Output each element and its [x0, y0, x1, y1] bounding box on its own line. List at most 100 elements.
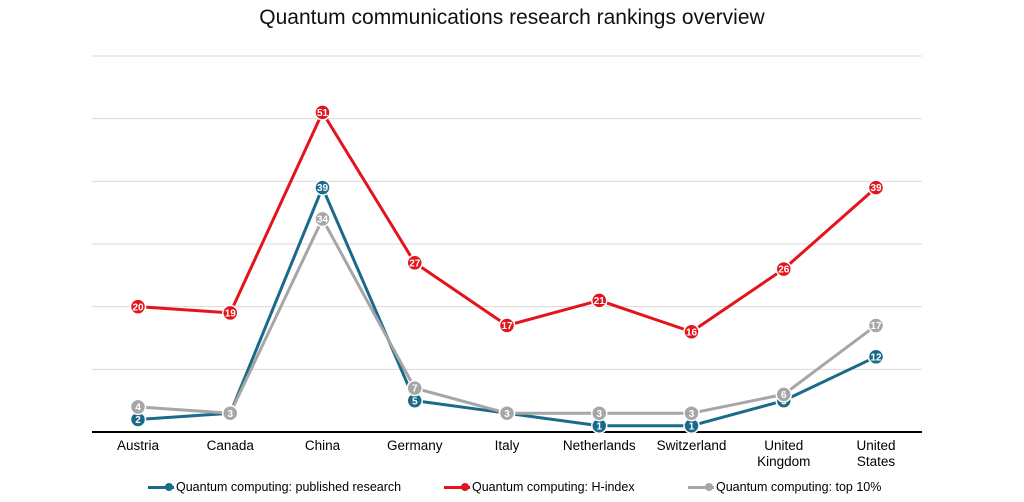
- data-label: 12: [870, 352, 882, 363]
- data-label: 34: [317, 215, 329, 226]
- line-chart: Austria Canada China Germany Italy Netherland…: [92, 55, 922, 469]
- data-point[interactable]: 3: [683, 404, 700, 422]
- legend-swatch-top-10: [688, 482, 714, 492]
- x-tick-label-line: States: [857, 454, 896, 469]
- x-tick-label: Italy: [495, 438, 520, 453]
- x-tick-label: Canada: [207, 438, 255, 453]
- data-label: 39: [317, 183, 329, 194]
- data-label: 27: [409, 258, 421, 269]
- data-label: 3: [689, 409, 695, 420]
- data-point-marker: [683, 323, 700, 340]
- data-point-marker: [775, 386, 792, 403]
- legend-label-published-research: Quantum computing: published research: [176, 480, 402, 494]
- x-tick-label-line: Italy: [495, 438, 520, 453]
- data-point[interactable]: 17: [498, 317, 516, 334]
- data-point[interactable]: 4: [129, 398, 147, 416]
- legend-swatch-dot: [705, 483, 713, 491]
- data-label: 19: [225, 309, 237, 320]
- legend-item-top-10[interactable]: Quantum computing: top 10%: [688, 480, 881, 494]
- data-label: 51: [317, 108, 329, 119]
- data-label: 1: [596, 421, 602, 432]
- data-label: 17: [501, 321, 513, 332]
- x-tick-label-line: Germany: [387, 438, 443, 453]
- data-point-marker: [129, 398, 147, 416]
- data-label: 26: [778, 265, 790, 276]
- data-point[interactable]: 5: [406, 392, 423, 409]
- data-point-marker: [498, 317, 516, 334]
- data-label: 4: [135, 403, 141, 414]
- data-point[interactable]: 3: [222, 404, 239, 422]
- x-tick-label-line: Austria: [117, 438, 160, 453]
- data-point[interactable]: 19: [222, 304, 239, 322]
- data-point[interactable]: 3: [591, 404, 608, 422]
- data-point[interactable]: 21: [591, 292, 608, 309]
- data-point-marker: [683, 404, 700, 422]
- data-label: 6: [781, 390, 787, 401]
- x-tick-label-line: Canada: [207, 438, 255, 453]
- legend-swatch-dot: [461, 483, 469, 491]
- legend-swatch-line: [444, 486, 470, 489]
- x-tick-label-line: United: [856, 438, 895, 453]
- data-point[interactable]: 20: [129, 298, 147, 315]
- data-point[interactable]: 7: [406, 379, 423, 397]
- data-label: 21: [594, 296, 606, 307]
- x-tick-label: Germany: [387, 438, 443, 453]
- data-points: 2339531151220195127172116263943347333617: [129, 104, 885, 434]
- x-tick-label: Austria: [117, 438, 160, 453]
- chart-title: Quantum communications research rankings…: [259, 6, 765, 29]
- data-label: 39: [870, 183, 882, 194]
- series-line-1: [137, 110, 877, 334]
- data-point[interactable]: 26: [775, 260, 792, 278]
- data-point-marker: [314, 104, 331, 121]
- data-point-marker: [867, 179, 885, 196]
- data-label: 20: [132, 302, 144, 313]
- data-label: 17: [870, 321, 882, 332]
- data-point[interactable]: 6: [775, 386, 792, 403]
- x-tick-label-line: Kingdom: [757, 454, 810, 469]
- data-point[interactable]: 16: [683, 323, 700, 340]
- legend-item-published-research[interactable]: Quantum computing: published research: [148, 480, 401, 494]
- data-point[interactable]: 51: [314, 104, 331, 121]
- legend: Quantum computing: published research Qu…: [0, 480, 1024, 500]
- legend-swatch-dot: [165, 483, 173, 491]
- legend-swatch-published-research: [148, 482, 174, 492]
- data-label: 7: [412, 384, 418, 395]
- data-label: 1: [689, 421, 695, 432]
- data-label: 3: [504, 409, 510, 420]
- data-point[interactable]: 17: [867, 317, 885, 334]
- data-point-marker: [129, 298, 147, 315]
- data-point-marker: [867, 348, 885, 366]
- x-tick-label: United Kingdom: [757, 438, 810, 469]
- data-point-marker: [867, 317, 885, 334]
- data-point[interactable]: 39: [867, 179, 885, 196]
- x-tick-label: Switzerland: [657, 438, 727, 453]
- data-point[interactable]: 3: [498, 404, 516, 422]
- data-point[interactable]: 27: [406, 254, 423, 272]
- gridlines: [92, 55, 922, 370]
- series-line-2: [137, 217, 877, 415]
- data-point-marker: [314, 179, 331, 196]
- x-tick-label-line: Switzerland: [657, 438, 727, 453]
- x-tick-label: China: [305, 438, 341, 453]
- x-tick-label-line: China: [305, 438, 341, 453]
- data-point[interactable]: 39: [314, 179, 331, 196]
- x-axis: Austria Canada China Germany Italy Netherland…: [92, 431, 922, 469]
- data-point-marker: [314, 210, 331, 228]
- data-point-marker: [222, 304, 239, 322]
- data-point-marker: [775, 260, 792, 278]
- series-lines: [137, 110, 877, 428]
- data-point-marker: [591, 404, 608, 422]
- legend-swatch-h-index: [444, 482, 470, 492]
- x-tick-label: United States: [856, 438, 895, 469]
- data-label: 3: [227, 409, 233, 420]
- legend-item-h-index[interactable]: Quantum computing: H-index: [444, 480, 635, 494]
- data-point[interactable]: 34: [314, 210, 331, 228]
- data-label: 3: [596, 409, 602, 420]
- data-point-marker: [406, 254, 423, 272]
- legend-swatch-line: [688, 486, 714, 489]
- data-label: 5: [412, 396, 418, 407]
- data-point-marker: [498, 404, 516, 422]
- legend-label-top-10: Quantum computing: top 10%: [716, 480, 882, 494]
- data-point[interactable]: 12: [867, 348, 885, 366]
- data-label: 2: [135, 415, 141, 426]
